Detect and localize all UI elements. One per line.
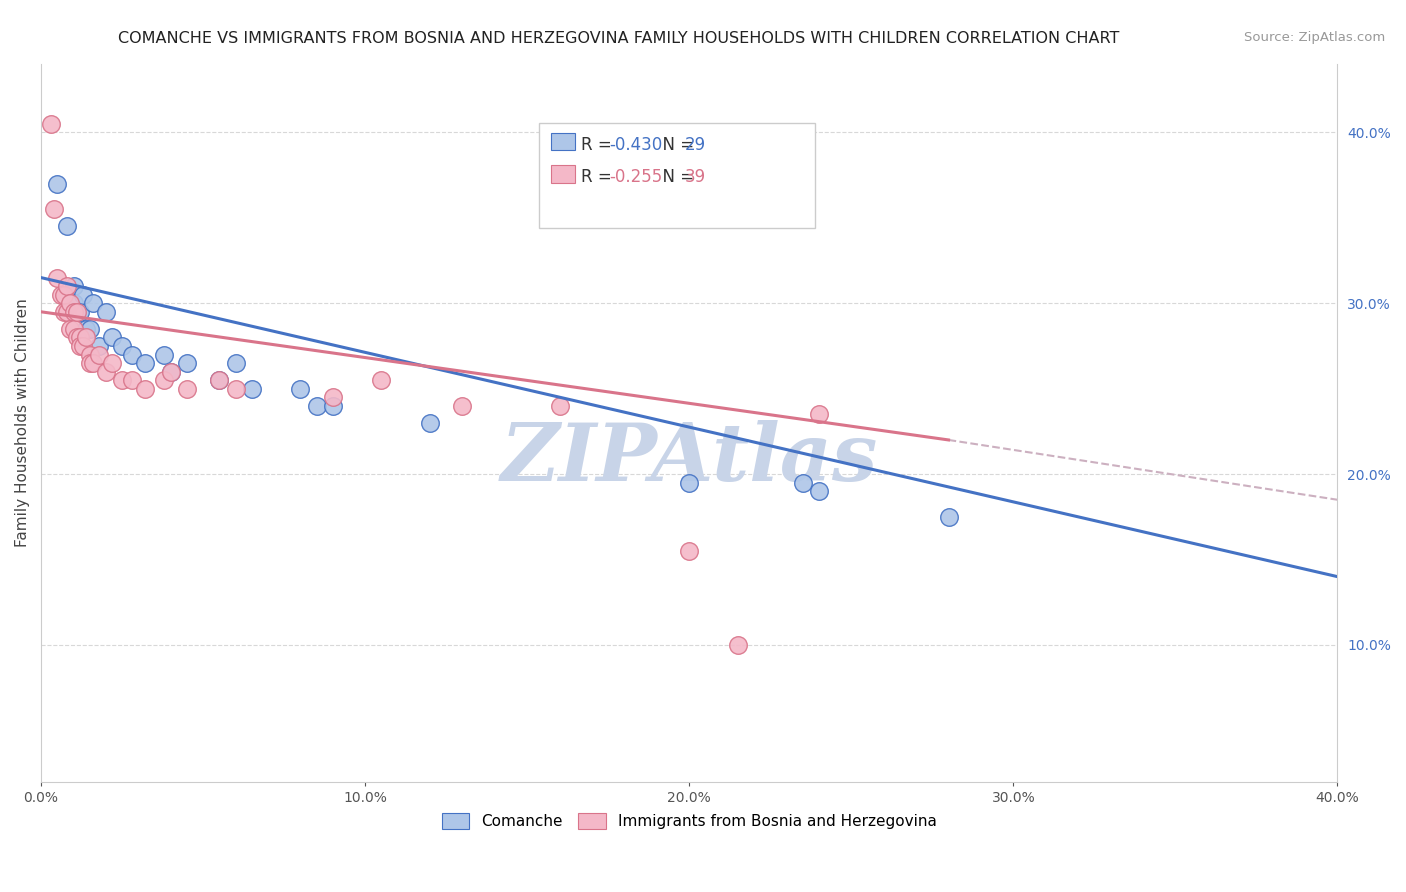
Point: [79, 347, 101, 361]
Text: ZIPAtlas: ZIPAtlas: [501, 420, 877, 498]
Point: [82, 296, 104, 310]
Text: N =: N =: [652, 136, 699, 153]
Point: [101, 330, 124, 344]
Point: [678, 544, 700, 558]
Point: [56, 219, 79, 234]
Point: [39, 117, 62, 131]
Point: [134, 382, 156, 396]
Point: [176, 382, 198, 396]
Text: Source: ZipAtlas.com: Source: ZipAtlas.com: [1244, 31, 1385, 45]
Point: [42, 202, 65, 217]
Point: [807, 484, 830, 499]
Point: [807, 407, 830, 421]
Point: [208, 373, 231, 387]
Point: [79, 356, 101, 370]
Point: [153, 373, 176, 387]
Point: [79, 322, 101, 336]
Point: [59, 296, 82, 310]
Point: [111, 373, 134, 387]
Point: [792, 475, 814, 490]
Point: [72, 287, 94, 301]
Point: [49, 287, 72, 301]
Point: [208, 373, 231, 387]
Point: [89, 339, 111, 353]
Point: [72, 339, 94, 353]
Text: 39: 39: [685, 168, 706, 186]
Point: [121, 373, 143, 387]
Point: [62, 279, 84, 293]
Text: 29: 29: [685, 136, 706, 153]
Point: [101, 356, 124, 370]
Point: [62, 305, 84, 319]
Point: [225, 356, 247, 370]
Point: [938, 509, 960, 524]
Y-axis label: Family Households with Children: Family Households with Children: [15, 299, 30, 547]
Point: [370, 373, 392, 387]
Point: [89, 347, 111, 361]
Point: [82, 356, 104, 370]
Point: [69, 339, 91, 353]
Point: [153, 347, 176, 361]
Text: COMANCHE VS IMMIGRANTS FROM BOSNIA AND HERZEGOVINA FAMILY HOUSEHOLDS WITH CHILDR: COMANCHE VS IMMIGRANTS FROM BOSNIA AND H…: [118, 31, 1119, 46]
Point: [322, 399, 344, 413]
Point: [94, 305, 117, 319]
Point: [46, 177, 69, 191]
Point: [225, 382, 247, 396]
Point: [451, 399, 474, 413]
Point: [159, 365, 181, 379]
Point: [46, 270, 69, 285]
Text: N =: N =: [652, 168, 699, 186]
Text: -0.255: -0.255: [609, 168, 662, 186]
Point: [66, 305, 89, 319]
Point: [62, 296, 84, 310]
Legend: Comanche, Immigrants from Bosnia and Herzegovina: Comanche, Immigrants from Bosnia and Her…: [436, 806, 943, 835]
Point: [52, 305, 75, 319]
Text: R =: R =: [581, 136, 617, 153]
Point: [76, 322, 98, 336]
Point: [322, 390, 344, 404]
Point: [62, 322, 84, 336]
Point: [305, 399, 328, 413]
Point: [52, 287, 75, 301]
Point: [111, 339, 134, 353]
Point: [134, 356, 156, 370]
Point: [69, 305, 91, 319]
Point: [727, 638, 749, 652]
Point: [56, 279, 79, 293]
Point: [76, 330, 98, 344]
Point: [419, 416, 441, 430]
Point: [94, 365, 117, 379]
Text: -0.430: -0.430: [609, 136, 662, 153]
Point: [176, 356, 198, 370]
Text: R =: R =: [581, 168, 617, 186]
Point: [240, 382, 263, 396]
Point: [290, 382, 312, 396]
Point: [678, 475, 700, 490]
Point: [69, 330, 91, 344]
Point: [159, 365, 181, 379]
Point: [121, 347, 143, 361]
Point: [56, 305, 79, 319]
Point: [66, 330, 89, 344]
Point: [548, 399, 571, 413]
Point: [59, 322, 82, 336]
